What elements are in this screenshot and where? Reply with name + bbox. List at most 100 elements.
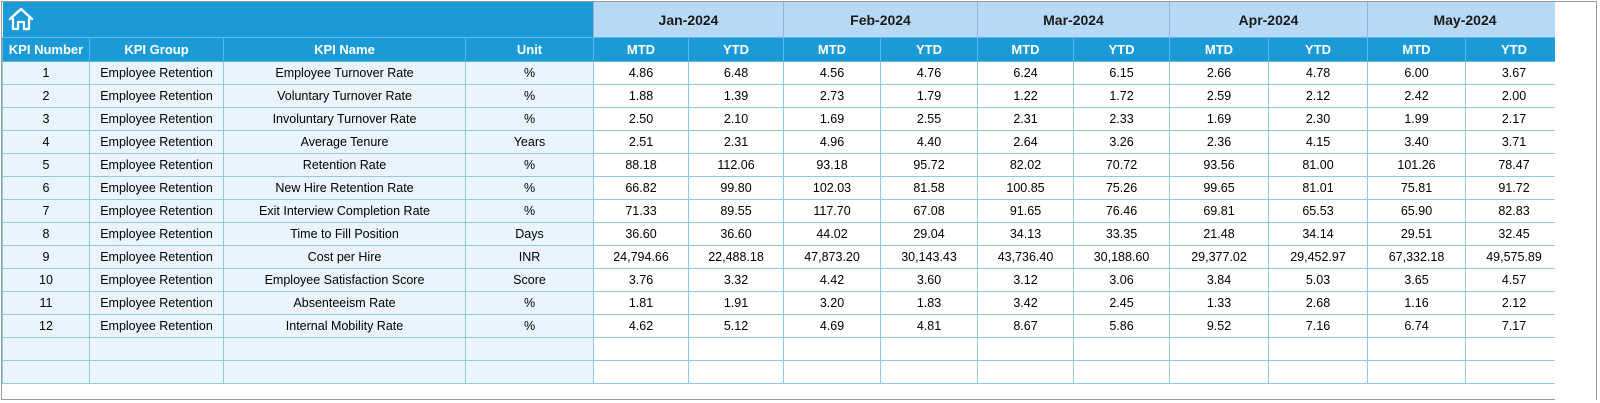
empty-cell[interactable]	[783, 360, 881, 384]
cell-kpi-group[interactable]: Employee Retention	[89, 130, 224, 154]
cell-ytd[interactable]: 4.81	[880, 314, 978, 338]
cell-kpi-number[interactable]: 2	[2, 84, 90, 108]
cell-mtd[interactable]: 4.69	[783, 314, 881, 338]
cell-kpi-group[interactable]: Employee Retention	[89, 199, 224, 223]
cell-ytd[interactable]: 1.83	[880, 291, 978, 315]
cell-ytd[interactable]: 89.55	[688, 199, 784, 223]
empty-cell[interactable]	[465, 360, 594, 384]
empty-cell[interactable]	[1465, 360, 1563, 384]
cell-ytd[interactable]: 29,452.97	[1268, 245, 1368, 269]
cell-mtd[interactable]: 2.64	[977, 130, 1074, 154]
cell-kpi-group[interactable]: Employee Retention	[89, 153, 224, 177]
cell-mtd[interactable]: 4.42	[783, 268, 881, 292]
cell-ytd[interactable]: 3.67	[1465, 61, 1563, 85]
cell-ytd[interactable]: 65.53	[1268, 199, 1368, 223]
cell-unit[interactable]: INR	[465, 245, 594, 269]
empty-cell[interactable]	[465, 337, 594, 361]
cell-kpi-number[interactable]: 1	[2, 61, 90, 85]
cell-kpi-name[interactable]: Retention Rate	[223, 153, 466, 177]
cell-unit[interactable]: %	[465, 314, 594, 338]
cell-ytd[interactable]: 78.47	[1465, 153, 1563, 177]
cell-mtd[interactable]: 4.62	[593, 314, 689, 338]
cell-mtd[interactable]: 21.48	[1169, 222, 1269, 246]
cell-mtd[interactable]: 24,794.66	[593, 245, 689, 269]
cell-ytd[interactable]: 4.78	[1268, 61, 1368, 85]
cell-kpi-name[interactable]: Average Tenure	[223, 130, 466, 154]
cell-mtd[interactable]: 47,873.20	[783, 245, 881, 269]
cell-ytd[interactable]: 3.71	[1465, 130, 1563, 154]
cell-ytd[interactable]: 3.60	[880, 268, 978, 292]
empty-cell[interactable]	[688, 337, 784, 361]
cell-unit[interactable]: Days	[465, 222, 594, 246]
cell-mtd[interactable]: 36.60	[593, 222, 689, 246]
cell-kpi-name[interactable]: Cost per Hire	[223, 245, 466, 269]
empty-cell[interactable]	[1367, 337, 1466, 361]
cell-mtd[interactable]: 100.85	[977, 176, 1074, 200]
cell-ytd[interactable]: 29.04	[880, 222, 978, 246]
cell-ytd[interactable]: 4.57	[1465, 268, 1563, 292]
cell-kpi-number[interactable]: 12	[2, 314, 90, 338]
empty-cell[interactable]	[880, 360, 978, 384]
empty-cell[interactable]	[977, 337, 1074, 361]
cell-mtd[interactable]: 3.65	[1367, 268, 1466, 292]
cell-ytd[interactable]: 5.03	[1268, 268, 1368, 292]
cell-mtd[interactable]: 1.69	[1169, 107, 1269, 131]
cell-ytd[interactable]: 2.17	[1465, 107, 1563, 131]
cell-kpi-name[interactable]: Absenteeism Rate	[223, 291, 466, 315]
cell-mtd[interactable]: 3.20	[783, 291, 881, 315]
cell-unit[interactable]: %	[465, 61, 594, 85]
home-icon[interactable]	[7, 6, 35, 32]
cell-kpi-number[interactable]: 4	[2, 130, 90, 154]
cell-mtd[interactable]: 4.96	[783, 130, 881, 154]
cell-ytd[interactable]: 2.10	[688, 107, 784, 131]
cell-ytd[interactable]: 2.31	[688, 130, 784, 154]
empty-cell[interactable]	[89, 337, 224, 361]
cell-ytd[interactable]: 67.08	[880, 199, 978, 223]
cell-ytd[interactable]: 30,143.43	[880, 245, 978, 269]
cell-mtd[interactable]: 91.65	[977, 199, 1074, 223]
cell-kpi-group[interactable]: Employee Retention	[89, 245, 224, 269]
cell-mtd[interactable]: 43,736.40	[977, 245, 1074, 269]
cell-ytd[interactable]: 99.80	[688, 176, 784, 200]
cell-ytd[interactable]: 1.79	[880, 84, 978, 108]
empty-cell[interactable]	[1073, 360, 1170, 384]
cell-ytd[interactable]: 81.00	[1268, 153, 1368, 177]
cell-mtd[interactable]: 44.02	[783, 222, 881, 246]
cell-mtd[interactable]: 102.03	[783, 176, 881, 200]
cell-ytd[interactable]: 6.48	[688, 61, 784, 85]
cell-ytd[interactable]: 49,575.89	[1465, 245, 1563, 269]
cell-kpi-name[interactable]: New Hire Retention Rate	[223, 176, 466, 200]
cell-mtd[interactable]: 1.33	[1169, 291, 1269, 315]
cell-unit[interactable]: Score	[465, 268, 594, 292]
cell-kpi-group[interactable]: Employee Retention	[89, 84, 224, 108]
cell-mtd[interactable]: 2.50	[593, 107, 689, 131]
cell-ytd[interactable]: 2.45	[1073, 291, 1170, 315]
cell-kpi-name[interactable]: Employee Turnover Rate	[223, 61, 466, 85]
cell-mtd[interactable]: 4.86	[593, 61, 689, 85]
cell-ytd[interactable]: 2.33	[1073, 107, 1170, 131]
cell-mtd[interactable]: 66.82	[593, 176, 689, 200]
cell-kpi-group[interactable]: Employee Retention	[89, 222, 224, 246]
cell-mtd[interactable]: 88.18	[593, 153, 689, 177]
empty-cell[interactable]	[977, 360, 1074, 384]
cell-mtd[interactable]: 1.16	[1367, 291, 1466, 315]
empty-cell[interactable]	[1367, 360, 1466, 384]
cell-unit[interactable]: %	[465, 291, 594, 315]
cell-mtd[interactable]: 3.42	[977, 291, 1074, 315]
cell-kpi-number[interactable]: 10	[2, 268, 90, 292]
cell-kpi-name[interactable]: Time to Fill Position	[223, 222, 466, 246]
cell-ytd[interactable]: 112.06	[688, 153, 784, 177]
cell-kpi-number[interactable]: 5	[2, 153, 90, 177]
empty-cell[interactable]	[1268, 337, 1368, 361]
cell-mtd[interactable]: 75.81	[1367, 176, 1466, 200]
cell-kpi-name[interactable]: Internal Mobility Rate	[223, 314, 466, 338]
empty-cell[interactable]	[880, 337, 978, 361]
empty-cell[interactable]	[1465, 337, 1563, 361]
cell-mtd[interactable]: 8.67	[977, 314, 1074, 338]
empty-cell[interactable]	[1073, 337, 1170, 361]
empty-cell[interactable]	[593, 337, 689, 361]
cell-mtd[interactable]: 3.84	[1169, 268, 1269, 292]
cell-kpi-number[interactable]: 6	[2, 176, 90, 200]
empty-cell[interactable]	[783, 337, 881, 361]
cell-mtd[interactable]: 1.99	[1367, 107, 1466, 131]
